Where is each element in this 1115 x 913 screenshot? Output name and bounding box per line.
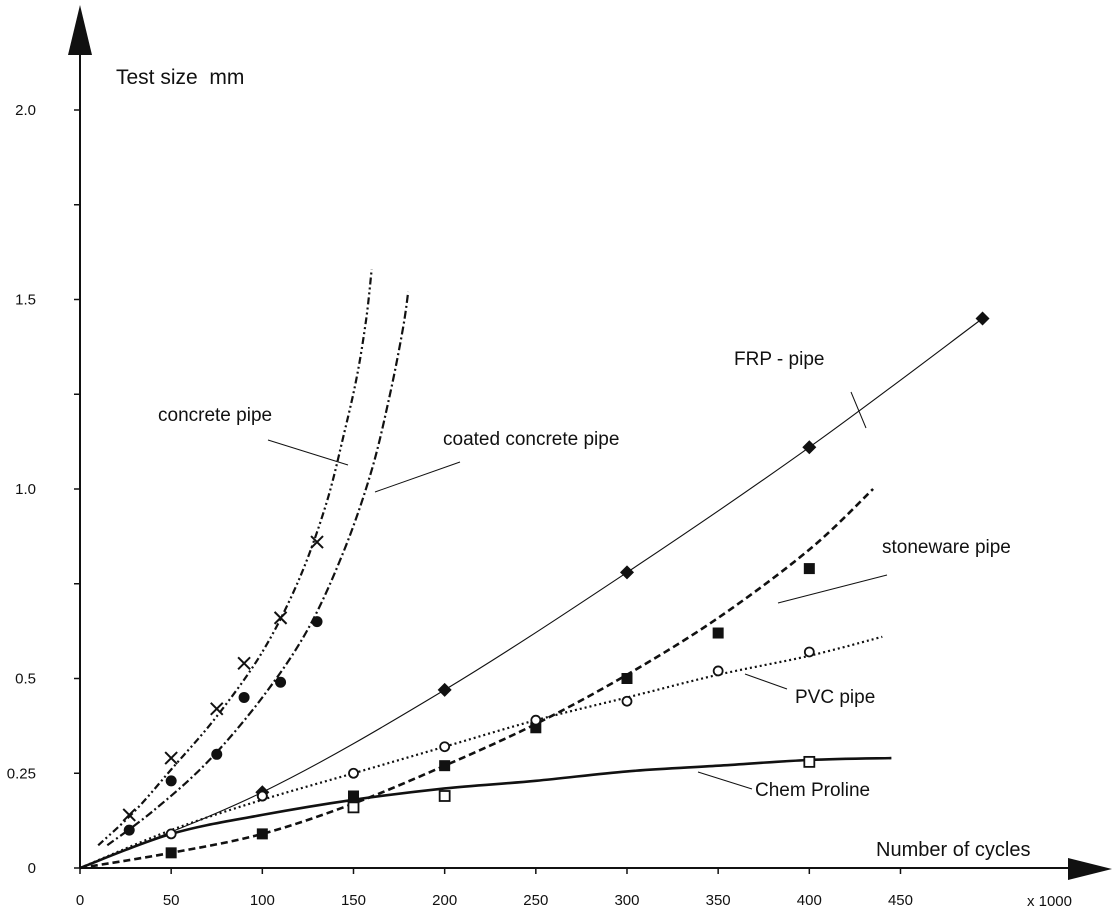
point-chem-proline-0 [347,801,360,814]
point-concrete-pipe-3 [237,656,251,671]
leader-coated-concrete-pipe [374,461,461,493]
point-coated-concrete-pipe-2 [211,748,223,760]
axes [68,5,1112,880]
curve-pvc-pipe [79,635,883,870]
y-tick-label-0-5: 0.5 [15,671,36,688]
y-tick-label-0: 0 [28,860,36,877]
series-label-coated-concrete-pipe: coated concrete pipe [443,429,619,450]
point-pvc-pipe-3 [439,741,451,753]
data-markers [122,311,990,859]
leader-pvc-pipe [744,673,788,690]
point-coated-concrete-pipe-6 [311,616,323,628]
leader-stoneware-pipe [777,574,888,604]
series-label-pvc-pipe: PVC pipe [795,687,875,708]
x-tick-label-250: 250 [523,892,548,909]
x-tick-label-450: 450 [888,892,913,909]
point-coated-concrete-pipe-5 [275,676,287,688]
point-concrete-pipe-1 [164,751,178,765]
curve-coated-concrete-pipe [106,291,410,847]
point-pvc-pipe-5 [621,695,633,707]
series-label-concrete-pipe: concrete pipe [158,405,272,426]
point-frp-pipe-2 [619,565,634,580]
series-label-chem-proline: Chem Proline [755,780,870,801]
point-concrete-pipe-2 [210,702,224,716]
point-stoneware-pipe-1 [256,828,268,840]
point-pvc-pipe-2 [348,767,359,779]
point-concrete-pipe-4 [273,611,288,625]
x-tick-label-150: 150 [341,892,366,909]
point-concrete-pipe-0 [122,808,136,822]
series-curves [79,269,983,870]
x-tick-label-200: 200 [432,892,457,909]
y-axis-label: Test size mm [116,66,244,89]
point-frp-pipe-4 [975,311,990,326]
point-chem-proline-1 [438,790,451,802]
x-tick-label-0: 0 [76,892,84,909]
y-axis-arrow [68,5,92,55]
point-stoneware-pipe-2 [347,790,359,802]
axis-ticks: 0 50 100 150 200 250 300 350 400 450 0 0.25 0.5 1.0 1.… [7,102,913,909]
x-axis-label: Number of cycles [876,839,1031,861]
point-pvc-pipe-1 [256,790,268,802]
point-coated-concrete-pipe-0 [123,824,135,836]
curve-chem-proline [79,756,892,870]
point-coated-concrete-pipe-3 [238,691,250,703]
x-tick-label-400: 400 [797,892,822,909]
point-frp-pipe-1 [437,682,452,697]
curve-stoneware-pipe [79,488,874,870]
point-frp-pipe-3 [802,440,817,455]
point-pvc-pipe-6 [712,665,724,677]
leader-chem-proline [697,771,753,790]
point-stoneware-pipe-3 [439,760,451,772]
point-concrete-pipe-5 [310,535,324,549]
leader-concrete-pipe [267,439,349,466]
point-stoneware-pipe-4 [530,722,542,734]
point-pvc-pipe-0 [165,828,177,840]
label-leader-lines [267,391,888,790]
x-tick-label-300: 300 [614,892,639,909]
y-tick-label-2-0: 2.0 [15,102,36,119]
point-stoneware-pipe-6 [712,627,724,639]
x-axis-arrow [1068,858,1112,880]
x-tick-label-350: 350 [706,892,731,909]
x-tick-label-100: 100 [250,892,275,909]
point-stoneware-pipe-5 [621,673,633,684]
y-tick-label-1-0: 1.0 [15,481,36,498]
curve-concrete-pipe [97,269,373,847]
series-label-stoneware-pipe: stoneware pipe [882,537,1011,558]
point-stoneware-pipe-0 [165,847,177,859]
y-tick-label-0-25: 0.25 [7,765,36,782]
point-stoneware-pipe-7 [803,563,815,575]
leader-frp-pipe [850,391,867,429]
point-coated-concrete-pipe-1 [165,775,177,787]
point-chem-proline-2 [803,755,816,768]
x-tick-label-50: 50 [163,892,180,909]
x-axis-unit: x 1000 [1027,893,1072,910]
point-pvc-pipe-4 [530,714,542,726]
point-pvc-pipe-7 [803,646,815,658]
y-tick-label-1-5: 1.5 [15,292,36,309]
series-label-frp-pipe: FRP - pipe [734,349,824,370]
curve-frp-pipe [79,318,983,869]
